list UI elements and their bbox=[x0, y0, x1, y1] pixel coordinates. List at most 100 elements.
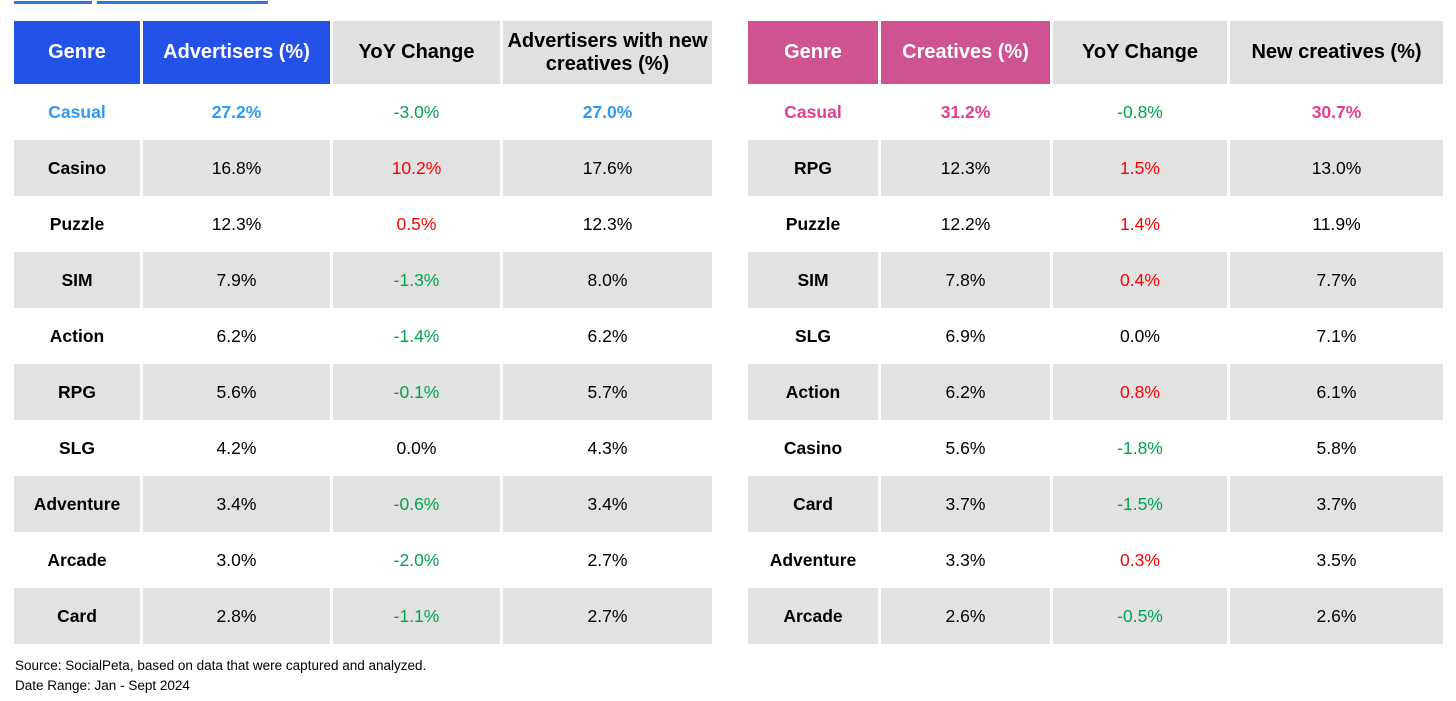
genre-cell: SIM bbox=[14, 252, 140, 308]
new-creatives-value-cell: 12.3% bbox=[500, 196, 712, 252]
genre-cell: Casual bbox=[748, 84, 878, 140]
new-creatives-value-cell: 4.3% bbox=[500, 420, 712, 476]
genre-cell: Arcade bbox=[14, 532, 140, 588]
new-creatives-value-cell: 3.7% bbox=[1227, 476, 1443, 532]
table-row: Puzzle 12.2% 1.4% 11.9% bbox=[748, 196, 1443, 252]
column-header-yoy-change: YoY Change bbox=[1050, 21, 1227, 84]
share-value-cell: 6.2% bbox=[878, 364, 1050, 420]
table-row: RPG 5.6% -0.1% 5.7% bbox=[14, 364, 712, 420]
creatives-table-header: Genre Creatives (%) YoY Change New creat… bbox=[748, 21, 1443, 84]
yoy-change-cell: -1.5% bbox=[1050, 476, 1227, 532]
table-row: SLG 4.2% 0.0% 4.3% bbox=[14, 420, 712, 476]
table-row: Action 6.2% -1.4% 6.2% bbox=[14, 308, 712, 364]
table-row: Casual 27.2% -3.0% 27.0% bbox=[14, 84, 712, 140]
genre-cell: RPG bbox=[748, 140, 878, 196]
table-row: Adventure 3.3% 0.3% 3.5% bbox=[748, 532, 1443, 588]
share-value-cell: 7.8% bbox=[878, 252, 1050, 308]
new-creatives-value-cell: 3.5% bbox=[1227, 532, 1443, 588]
genre-cell: SLG bbox=[748, 308, 878, 364]
yoy-change-cell: -0.1% bbox=[330, 364, 500, 420]
new-creatives-value-cell: 2.7% bbox=[500, 532, 712, 588]
table-row: SIM 7.9% -1.3% 8.0% bbox=[14, 252, 712, 308]
yoy-change-cell: -1.8% bbox=[1050, 420, 1227, 476]
yoy-change-cell: -1.3% bbox=[330, 252, 500, 308]
yoy-change-cell: 0.4% bbox=[1050, 252, 1227, 308]
table-row: Action 6.2% 0.8% 6.1% bbox=[748, 364, 1443, 420]
new-creatives-value-cell: 30.7% bbox=[1227, 84, 1443, 140]
genre-cell: Arcade bbox=[748, 588, 878, 644]
share-value-cell: 3.4% bbox=[140, 476, 330, 532]
yoy-change-cell: -0.8% bbox=[1050, 84, 1227, 140]
share-value-cell: 12.3% bbox=[140, 196, 330, 252]
date-range-note: Date Range: Jan - Sept 2024 bbox=[15, 677, 190, 693]
column-header-new-creatives: New creatives (%) bbox=[1227, 21, 1443, 84]
column-header-genre: Genre bbox=[748, 21, 878, 84]
yoy-change-cell: 1.4% bbox=[1050, 196, 1227, 252]
table-row: Arcade 2.6% -0.5% 2.6% bbox=[748, 588, 1443, 644]
new-creatives-value-cell: 7.7% bbox=[1227, 252, 1443, 308]
tables-container: Genre Advertisers (%) YoY Change Adverti… bbox=[14, 21, 1443, 644]
table-row: Casino 16.8% 10.2% 17.6% bbox=[14, 140, 712, 196]
genre-cell: RPG bbox=[14, 364, 140, 420]
creatives-table: Genre Creatives (%) YoY Change New creat… bbox=[748, 21, 1443, 644]
new-creatives-value-cell: 2.6% bbox=[1227, 588, 1443, 644]
yoy-change-cell: -1.1% bbox=[330, 588, 500, 644]
share-value-cell: 31.2% bbox=[878, 84, 1050, 140]
cropped-link-underline[interactable] bbox=[14, 1, 92, 4]
yoy-change-cell: 0.0% bbox=[330, 420, 500, 476]
yoy-change-cell: -0.5% bbox=[1050, 588, 1227, 644]
genre-cell: Casino bbox=[748, 420, 878, 476]
table-row: Casual 31.2% -0.8% 30.7% bbox=[748, 84, 1443, 140]
column-header-genre: Genre bbox=[14, 21, 140, 84]
genre-cell: Casino bbox=[14, 140, 140, 196]
new-creatives-value-cell: 5.7% bbox=[500, 364, 712, 420]
share-value-cell: 6.2% bbox=[140, 308, 330, 364]
genre-cell: Casual bbox=[14, 84, 140, 140]
genre-cell: Card bbox=[14, 588, 140, 644]
share-value-cell: 16.8% bbox=[140, 140, 330, 196]
yoy-change-cell: 0.0% bbox=[1050, 308, 1227, 364]
advertisers-table-header: Genre Advertisers (%) YoY Change Adverti… bbox=[14, 21, 712, 84]
genre-cell: SLG bbox=[14, 420, 140, 476]
yoy-change-cell: -1.4% bbox=[330, 308, 500, 364]
genre-cell: Adventure bbox=[14, 476, 140, 532]
genre-cell: Adventure bbox=[748, 532, 878, 588]
genre-cell: Action bbox=[748, 364, 878, 420]
advertisers-table: Genre Advertisers (%) YoY Change Adverti… bbox=[14, 21, 712, 644]
yoy-change-cell: 10.2% bbox=[330, 140, 500, 196]
genre-cell: Card bbox=[748, 476, 878, 532]
column-header-yoy-change: YoY Change bbox=[330, 21, 500, 84]
yoy-change-cell: 0.8% bbox=[1050, 364, 1227, 420]
share-value-cell: 3.0% bbox=[140, 532, 330, 588]
share-value-cell: 5.6% bbox=[140, 364, 330, 420]
share-value-cell: 12.3% bbox=[878, 140, 1050, 196]
column-header-advertisers: Advertisers (%) bbox=[140, 21, 330, 84]
table-row: Puzzle 12.3% 0.5% 12.3% bbox=[14, 196, 712, 252]
share-value-cell: 3.3% bbox=[878, 532, 1050, 588]
share-value-cell: 5.6% bbox=[878, 420, 1050, 476]
table-row: Casino 5.6% -1.8% 5.8% bbox=[748, 420, 1443, 476]
yoy-change-cell: -2.0% bbox=[330, 532, 500, 588]
new-creatives-value-cell: 11.9% bbox=[1227, 196, 1443, 252]
new-creatives-value-cell: 6.2% bbox=[500, 308, 712, 364]
genre-cell: Puzzle bbox=[748, 196, 878, 252]
share-value-cell: 27.2% bbox=[140, 84, 330, 140]
genre-cell: Action bbox=[14, 308, 140, 364]
share-value-cell: 3.7% bbox=[878, 476, 1050, 532]
yoy-change-cell: -0.6% bbox=[330, 476, 500, 532]
new-creatives-value-cell: 13.0% bbox=[1227, 140, 1443, 196]
share-value-cell: 6.9% bbox=[878, 308, 1050, 364]
yoy-change-cell: 1.5% bbox=[1050, 140, 1227, 196]
yoy-change-cell: 0.3% bbox=[1050, 532, 1227, 588]
table-row: Card 2.8% -1.1% 2.7% bbox=[14, 588, 712, 644]
new-creatives-value-cell: 17.6% bbox=[500, 140, 712, 196]
cropped-link-underline[interactable] bbox=[97, 1, 268, 4]
new-creatives-value-cell: 2.7% bbox=[500, 588, 712, 644]
table-row: Adventure 3.4% -0.6% 3.4% bbox=[14, 476, 712, 532]
new-creatives-value-cell: 3.4% bbox=[500, 476, 712, 532]
new-creatives-value-cell: 27.0% bbox=[500, 84, 712, 140]
new-creatives-value-cell: 6.1% bbox=[1227, 364, 1443, 420]
source-note: Source: SocialPeta, based on data that w… bbox=[15, 658, 427, 673]
new-creatives-value-cell: 8.0% bbox=[500, 252, 712, 308]
share-value-cell: 12.2% bbox=[878, 196, 1050, 252]
